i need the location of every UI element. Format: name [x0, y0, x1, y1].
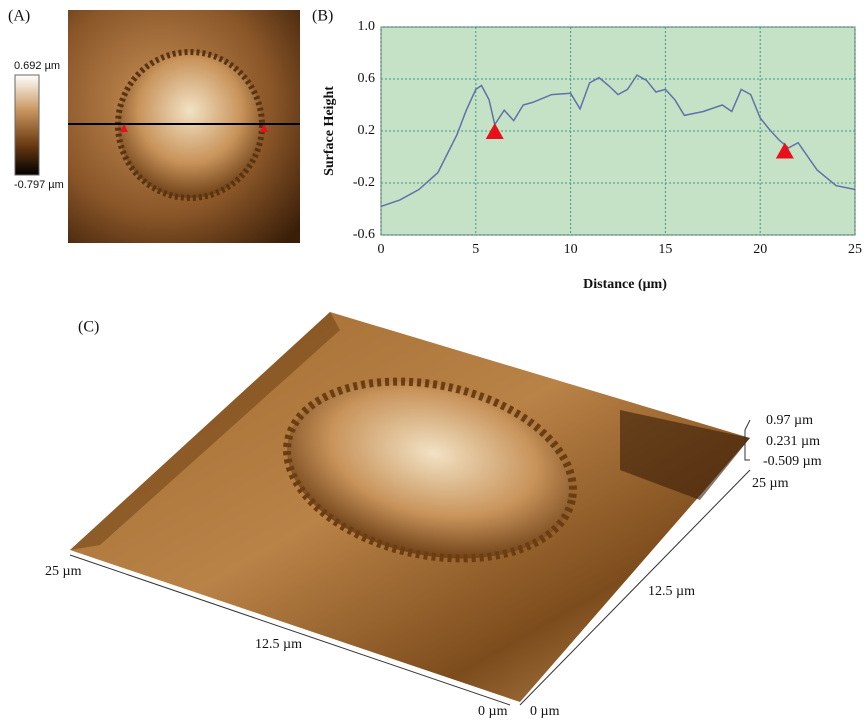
colorbar	[15, 75, 39, 175]
panel-label: (B)	[312, 8, 333, 25]
x-tick-label: 25	[848, 242, 862, 257]
axis-label: 0 µm	[478, 704, 508, 719]
y-tick-label: 0.2	[358, 123, 376, 138]
y-tick-label: 0.6	[358, 71, 376, 86]
y-tick-label: -0.2	[353, 175, 375, 190]
y-axis-label: Surface Height	[322, 86, 337, 176]
axis-label: 12.5 µm	[648, 584, 695, 599]
line-chart: -0.6 -0.2 0.2 0.6 1.0 0 5 10 15 20 25	[353, 19, 862, 257]
x-tick-label: 0	[378, 242, 385, 257]
x-tick-label: 15	[658, 242, 672, 257]
z-tick-label: 0.231 µm	[766, 434, 820, 449]
figure: (A) 0.692 µm -0.797 µm (B) -0.6 -0.2 0.2 0.…	[0, 0, 864, 721]
z-tick-label: 0.97 µm	[766, 413, 813, 428]
axis-label: 0 µm	[530, 704, 560, 719]
axis-label: 12.5 µm	[255, 637, 302, 652]
x-tick-label: 10	[564, 242, 578, 257]
axis-label: 25 µm	[752, 476, 789, 491]
panel-label: (C)	[78, 319, 99, 336]
x-axis-label: Distance (μm)	[583, 277, 667, 292]
x-tick-label: 5	[472, 242, 479, 257]
y-tick-label: 1.0	[358, 19, 376, 34]
y-tick-label: -0.6	[353, 227, 375, 242]
panel-label: (A)	[8, 8, 30, 25]
x-tick-label: 20	[753, 242, 767, 257]
axis-label: 25 µm	[45, 564, 82, 579]
colorbar-min: -0.797 µm	[14, 179, 64, 191]
colorbar-max: 0.692 µm	[14, 60, 60, 72]
z-tick-label: -0.509 µm	[763, 454, 822, 469]
